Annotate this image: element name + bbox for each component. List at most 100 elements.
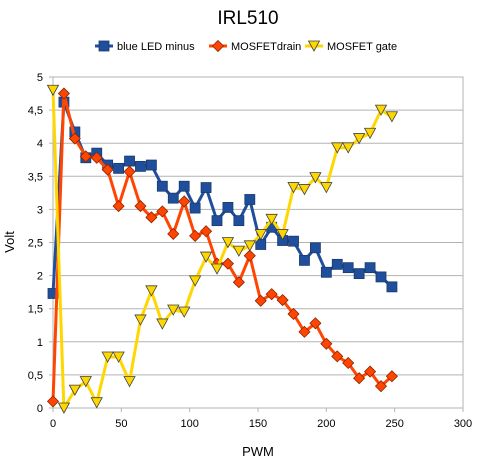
data-point	[243, 240, 256, 252]
data-point	[309, 172, 322, 184]
data-point	[90, 151, 103, 164]
legend-marker	[307, 40, 321, 52]
data-point	[243, 249, 256, 262]
data-point	[90, 397, 103, 409]
data-point	[57, 87, 70, 100]
data-point	[352, 133, 366, 145]
data-point	[276, 229, 289, 241]
y-tick-label: 5	[37, 72, 43, 84]
data-point	[68, 384, 82, 396]
data-point	[255, 239, 267, 250]
data-point	[112, 200, 125, 213]
data-point	[385, 370, 398, 383]
data-point	[331, 258, 343, 270]
data-point	[298, 325, 311, 338]
data-point	[79, 150, 92, 163]
tick-labels: 00,511,522,533,544,550 50 100 150 200 250 300	[28, 72, 472, 430]
data-point	[363, 127, 377, 140]
data-point	[254, 229, 267, 241]
data-point	[287, 182, 300, 194]
data-point	[134, 200, 147, 213]
data-point	[342, 262, 354, 274]
data-point	[134, 314, 147, 326]
data-point	[353, 372, 366, 385]
data-point	[167, 227, 180, 240]
data-point	[199, 251, 213, 263]
data-point	[375, 271, 387, 283]
data-point	[145, 285, 158, 297]
data-point	[309, 317, 322, 330]
x-tick-label: 250	[385, 418, 403, 430]
data-point	[265, 288, 278, 301]
series-1	[46, 87, 398, 408]
x-tick-label: 50	[115, 418, 127, 430]
data-point	[353, 268, 365, 280]
data-point	[211, 215, 223, 227]
data-point	[222, 202, 234, 213]
data-point	[178, 306, 191, 318]
data-point	[156, 318, 169, 330]
chart-title: IRL510	[217, 8, 278, 29]
y-tick-label: 4	[37, 138, 43, 150]
series-layer	[46, 84, 399, 414]
data-point	[221, 237, 235, 249]
data-point	[178, 180, 190, 192]
data-point	[123, 165, 136, 178]
y-tick-label: 0,5	[28, 370, 43, 382]
x-axis-title: PWM	[242, 444, 274, 459]
data-point	[156, 205, 169, 218]
data-point	[145, 159, 157, 171]
data-point	[200, 225, 213, 238]
data-point	[265, 213, 278, 226]
data-point	[124, 155, 135, 167]
data-point	[113, 162, 124, 174]
y-tick-label: 1	[37, 337, 43, 349]
legend-label: MOSFETdrain	[231, 41, 301, 53]
x-tick-label: 200	[317, 418, 335, 430]
data-point	[342, 356, 355, 370]
data-point	[145, 211, 158, 224]
data-point	[309, 242, 321, 254]
data-point	[320, 266, 332, 278]
data-point	[189, 202, 201, 214]
data-point	[221, 257, 234, 270]
data-point	[112, 351, 125, 363]
data-point	[46, 84, 60, 97]
data-point	[331, 142, 344, 154]
plot-area	[52, 76, 464, 409]
legend: blue LED minus MOSFETdrain MOSFET gate	[95, 39, 397, 53]
data-point	[188, 275, 202, 287]
data-point	[210, 263, 224, 275]
data-point	[101, 351, 114, 363]
data-point	[287, 307, 300, 321]
data-point	[156, 180, 168, 192]
data-point	[254, 294, 267, 307]
x-tick-label: 100	[180, 418, 198, 430]
x-tick-label: 300	[454, 418, 472, 430]
data-point	[46, 395, 60, 408]
y-tick-label: 3,5	[28, 171, 43, 183]
data-point	[374, 104, 388, 116]
legend-marker	[211, 39, 225, 53]
legend-entry: MOSFET gate	[305, 40, 397, 53]
data-point	[276, 294, 289, 307]
x-tick-label: 150	[249, 418, 267, 430]
y-axis-title: Volt	[2, 231, 17, 253]
legend-label: blue LED minus	[117, 41, 195, 53]
data-point	[331, 350, 344, 363]
data-point	[364, 262, 376, 274]
data-point	[386, 281, 398, 293]
data-point	[232, 276, 245, 289]
data-point	[298, 184, 311, 196]
data-point	[342, 142, 355, 154]
legend-entry: MOSFETdrain	[209, 39, 301, 53]
axes	[49, 76, 464, 412]
y-tick-label: 4,5	[28, 105, 43, 117]
data-point	[288, 235, 299, 247]
data-point	[167, 304, 180, 316]
data-point	[374, 380, 388, 393]
series-0	[47, 96, 398, 299]
data-point	[364, 365, 377, 378]
legend-label: MOSFET gate	[327, 41, 397, 53]
